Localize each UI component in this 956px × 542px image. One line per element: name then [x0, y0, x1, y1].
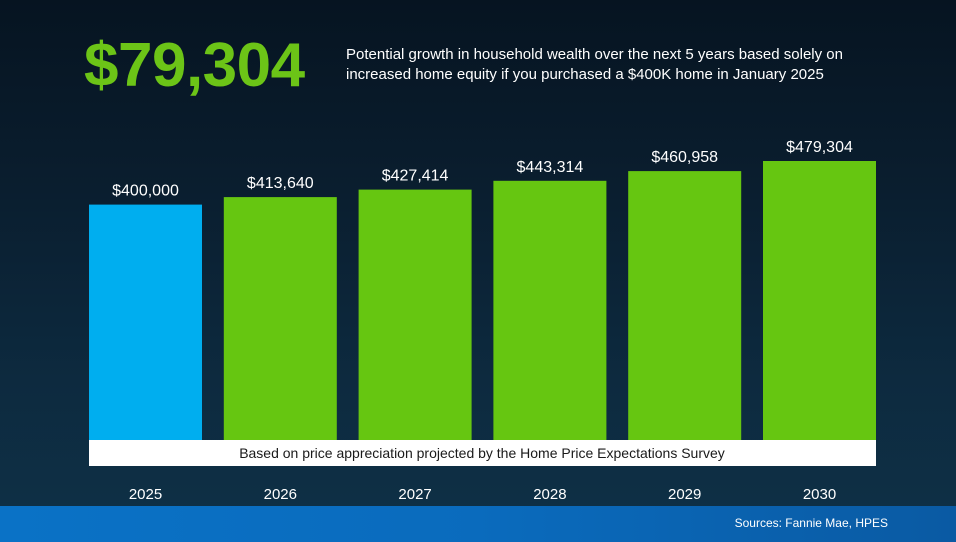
bar-2030: [763, 161, 876, 466]
bar-2028: [493, 180, 607, 467]
bar-chart: $400,000 $413,640 $427,414 $443,314 $460,958…: [89, 139, 876, 503]
bar-value-label: $427,414: [382, 168, 449, 185]
bar-value-label: $460,958: [651, 149, 718, 166]
x-tick-label: 2025: [129, 486, 162, 503]
x-tick-label: 2027: [398, 486, 431, 503]
x-tick-label: 2029: [668, 486, 701, 503]
bar-2025: [89, 204, 202, 466]
x-tick-label: 2028: [533, 486, 566, 503]
annotation-box: [89, 440, 876, 466]
annotation-text: Based on price appreciation projected by…: [239, 445, 725, 461]
bar-value-label: $443,314: [517, 159, 584, 176]
bar-2027: [358, 189, 472, 466]
bar-value-label: $400,000: [112, 183, 179, 200]
bar-2029: [628, 171, 742, 466]
bar-value-label: $479,304: [786, 139, 853, 156]
headline-description: Potential growth in household wealth ove…: [346, 46, 843, 83]
source-note: Sources: Fannie Mae, HPES: [734, 516, 888, 530]
x-tick-label: 2026: [264, 486, 297, 503]
x-tick-label: 2030: [803, 486, 836, 503]
footer-bar: Sources: Fannie Mae, HPES: [0, 506, 956, 542]
headline-value: $79,304: [84, 31, 305, 100]
bar-2026: [223, 197, 337, 466]
bar-value-label: $413,640: [247, 175, 314, 192]
